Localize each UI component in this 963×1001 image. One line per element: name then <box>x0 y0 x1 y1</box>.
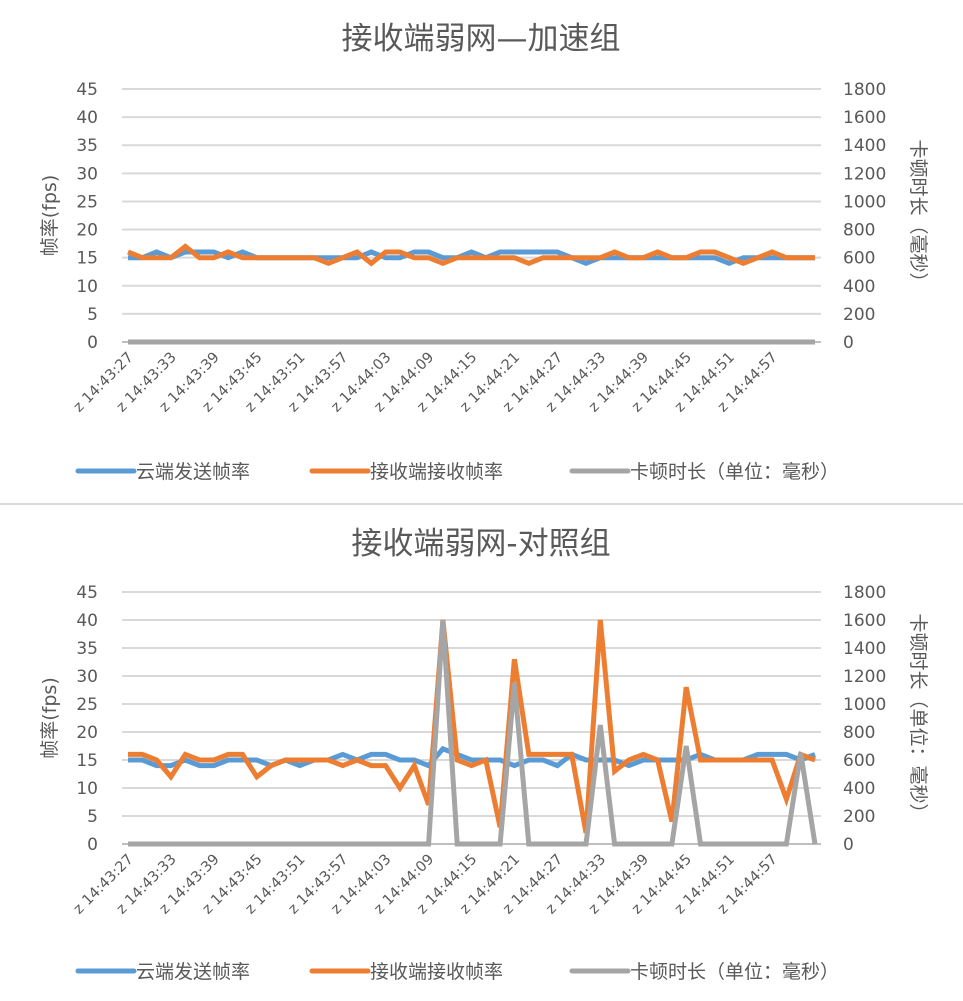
series-line-2 <box>128 619 818 847</box>
chart-panel-control: 接收端弱网-对照组 0 5 10 15 20 25 30 35 40 45 0 200 400 600 800… <box>0 505 963 1001</box>
left-axis-tick: 0 <box>87 835 98 855</box>
legend-item: 接收端接收帧率 <box>309 961 503 983</box>
left-axis-tick: 25 <box>76 192 98 212</box>
left-axis-tick: 15 <box>76 249 98 269</box>
series-line-1 <box>127 243 815 267</box>
legend-item: 接收端接收帧率 <box>309 461 503 483</box>
right-axis-tick: 600 <box>843 751 875 771</box>
right-axis-tick: 1600 <box>843 611 886 631</box>
left-axis-tick: 5 <box>87 807 98 827</box>
legend: 云端发送帧率 接收端接收帧率 卡顿时长（单位：毫秒） <box>75 961 839 983</box>
legend-item: 云端发送帧率 <box>75 961 250 983</box>
legend-item: 卡顿时长（单位：毫秒） <box>569 961 839 983</box>
chart-panel-accelerated: 接收端弱网—加速组 0 5 10 15 20 25 30 35 40 45 0 200 400 600 800… <box>39 21 929 483</box>
legend-item: 卡顿时长（单位：毫秒） <box>569 461 839 483</box>
right-axis-tick: 1000 <box>843 192 886 212</box>
left-axis-tick: 45 <box>76 80 98 100</box>
left-axis-tick: 40 <box>76 108 98 128</box>
left-axis-tick: 5 <box>87 305 98 325</box>
line-chart-accelerated: 接收端弱网—加速组 0 5 10 15 20 25 30 35 40 45 0 200 400 600 800… <box>39 21 929 483</box>
left-axis-tick: 25 <box>76 695 98 715</box>
left-axis-title: 帧率(fps) <box>39 175 61 256</box>
right-axis-tick: 0 <box>843 333 854 353</box>
right-axis-tick: 1200 <box>843 164 886 184</box>
left-axis-tick: 10 <box>76 779 98 799</box>
legend-label: 接收端接收帧率 <box>370 461 503 483</box>
right-axis-title: 卡顿时长（单位：毫秒） <box>907 613 929 822</box>
series-line-1 <box>128 619 816 834</box>
legend-label: 云端发送帧率 <box>136 961 250 983</box>
legend-label: 云端发送帧率 <box>136 461 250 483</box>
right-axis-tick: 1400 <box>843 639 886 659</box>
legend: 云端发送帧率 接收端接收帧率 卡顿时长（单位：毫秒） <box>75 461 839 483</box>
chart-title: 接收端弱网-对照组 <box>351 526 610 562</box>
right-axis-tick: 200 <box>843 305 875 325</box>
legend-label: 卡顿时长（单位：毫秒） <box>630 461 839 483</box>
legend-item: 云端发送帧率 <box>75 461 250 483</box>
right-axis-tick: 800 <box>843 723 875 743</box>
panel-divider <box>0 503 963 505</box>
left-axis-tick: 35 <box>76 639 98 659</box>
right-axis-tick: 1000 <box>843 695 886 715</box>
legend-label: 接收端接收帧率 <box>370 961 503 983</box>
right-axis-tick: 200 <box>843 807 875 827</box>
right-axis-title: 卡顿时长（毫秒） <box>907 139 929 291</box>
right-axis-tick: 400 <box>843 779 875 799</box>
right-axis-tick: 0 <box>843 835 854 855</box>
right-axis-tick: 600 <box>843 249 875 269</box>
series-line-0 <box>128 249 815 266</box>
left-axis-tick: 15 <box>76 751 98 771</box>
left-axis-title: 帧率(fps) <box>39 677 61 758</box>
left-axis-tick: 30 <box>76 667 98 687</box>
right-axis-tick: 800 <box>843 221 875 241</box>
left-axis-tick: 0 <box>87 333 98 353</box>
gridlines <box>122 591 821 845</box>
right-axis-tick: 1200 <box>843 667 886 687</box>
line-chart-control: 接收端弱网-对照组 0 5 10 15 20 25 30 35 40 45 0 200 400 600 800… <box>39 526 929 983</box>
left-axis-tick: 20 <box>76 723 98 743</box>
right-axis-tick: 1600 <box>843 108 886 128</box>
right-axis-tick: 400 <box>843 277 875 297</box>
left-axis-tick: 20 <box>76 221 98 241</box>
left-axis-tick: 35 <box>76 136 98 156</box>
right-axis-tick: 1800 <box>843 583 886 603</box>
right-axis-tick: 1800 <box>843 80 886 100</box>
chart-title: 接收端弱网—加速组 <box>342 21 621 57</box>
legend-label: 卡顿时长（单位：毫秒） <box>630 961 839 983</box>
right-axis-tick: 1400 <box>843 136 886 156</box>
left-axis-tick: 40 <box>76 611 98 631</box>
gridlines <box>122 88 821 343</box>
left-axis-tick: 45 <box>76 583 98 603</box>
left-axis-tick: 10 <box>76 277 98 297</box>
left-axis-tick: 30 <box>76 164 98 184</box>
